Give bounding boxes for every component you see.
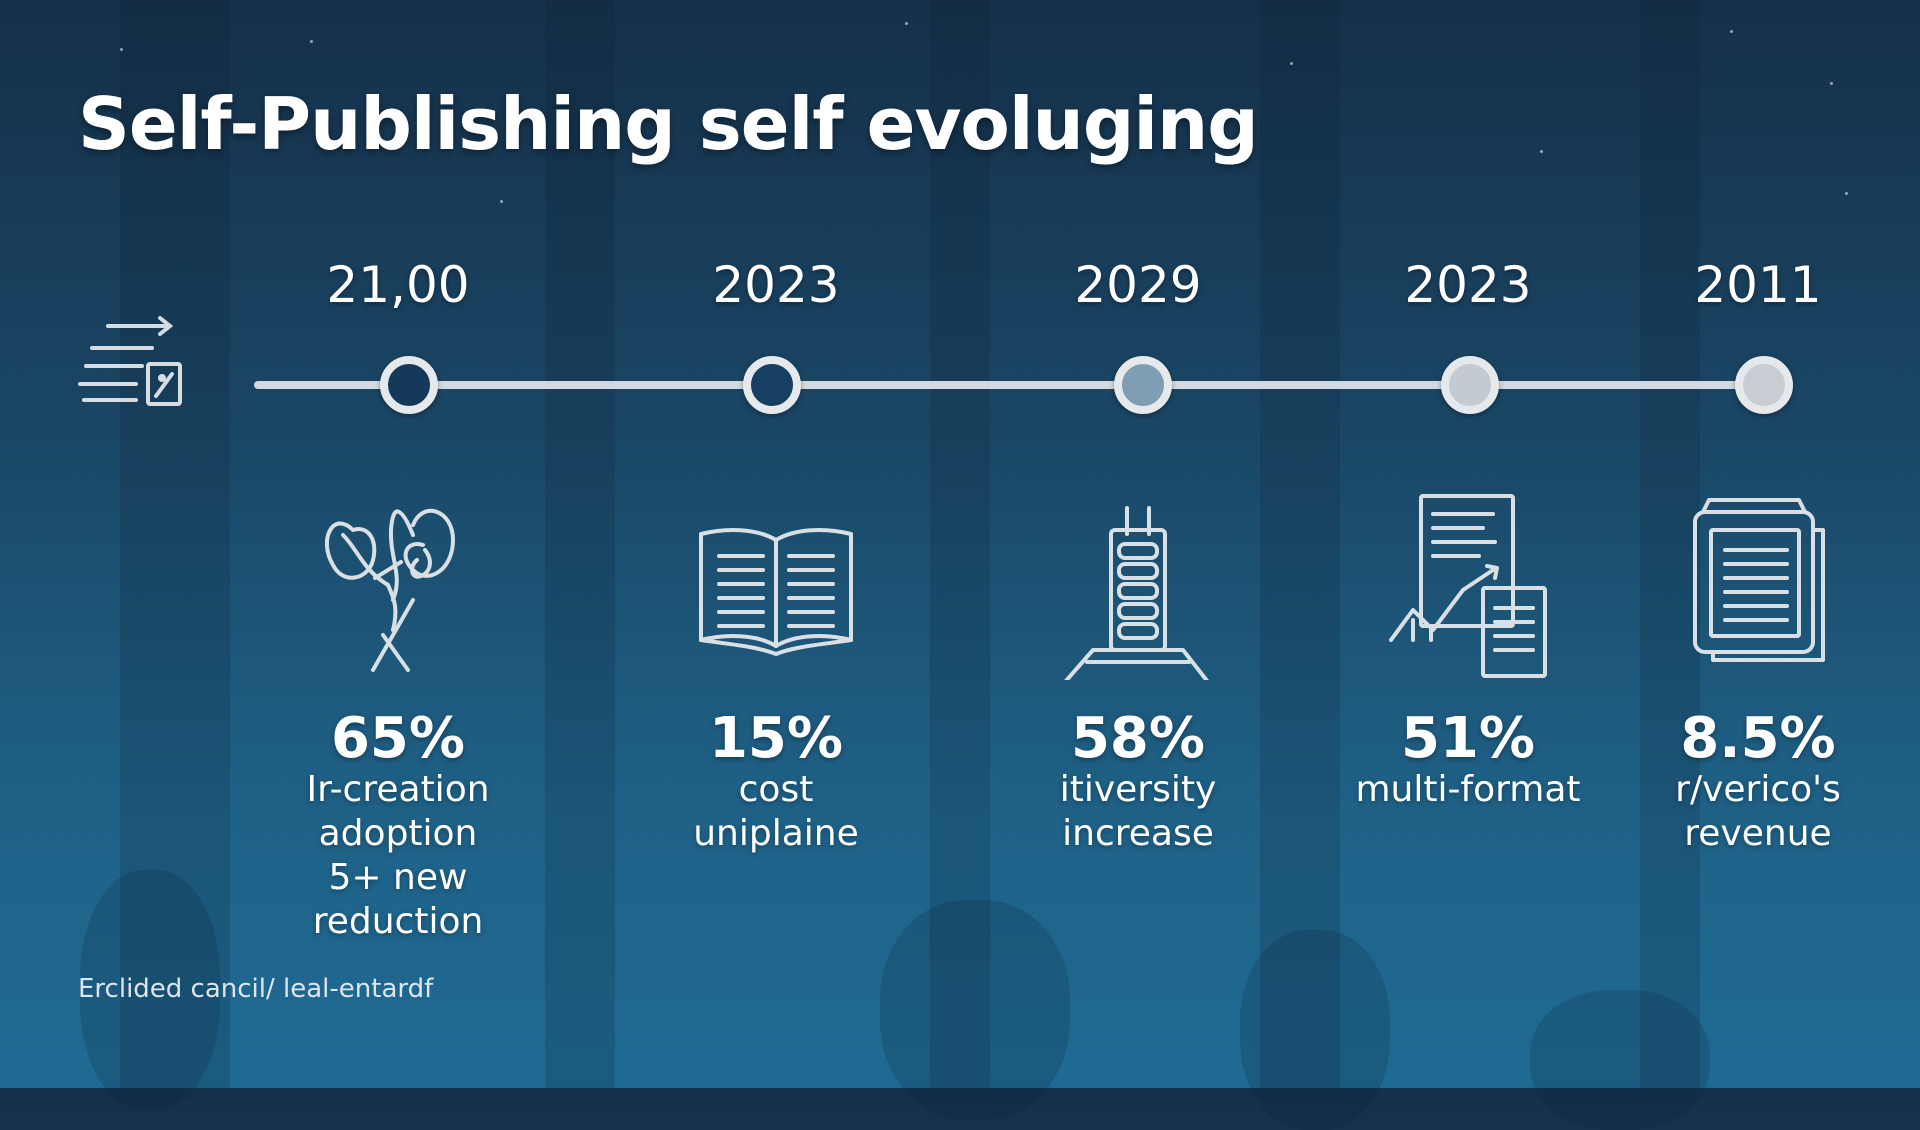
timeline-node [1441, 356, 1499, 414]
star [500, 200, 503, 203]
description-line: cost [738, 769, 814, 810]
background-column [1640, 0, 1700, 1088]
star [1540, 150, 1543, 153]
milestone-year: 21,00 [326, 256, 470, 314]
milestone-description: itiversity increase [1008, 768, 1268, 856]
sketch-doodle-icon [324, 508, 455, 672]
milestone-year: 2023 [1404, 256, 1532, 314]
milestone-description: cost uniplaine [646, 768, 906, 856]
milestone-year: 2023 [712, 256, 840, 314]
star [120, 48, 123, 51]
milestone-year: 2011 [1694, 256, 1822, 314]
description-line: itiversity [1059, 769, 1217, 810]
stacked-pages-icon [1693, 498, 1825, 662]
background-column [1260, 0, 1340, 1088]
milestone-percent: 58% [1070, 706, 1206, 771]
description-line: Ir-creation [306, 769, 490, 810]
description-line: uniplaine [693, 813, 859, 854]
background-silhouette [880, 900, 1070, 1120]
description-line: revenue [1684, 813, 1832, 854]
timeline-node [1735, 356, 1793, 414]
open-book-icon [699, 528, 853, 656]
star [1730, 30, 1733, 33]
milestone-percent: 65% [330, 706, 466, 771]
timeline-node [743, 356, 801, 414]
page-title: Self-Publishing self evoluging [78, 82, 1259, 166]
description-line: r/verico's [1675, 769, 1841, 810]
description-line: adoption [318, 813, 478, 854]
star [1290, 62, 1293, 65]
milestone-percent: 51% [1400, 706, 1536, 771]
milestone-description: Ir-creation adoption 5+ new reduction [268, 768, 528, 944]
background-column [545, 0, 615, 1088]
milestone-year: 2029 [1074, 256, 1202, 314]
printing-press-icon [1064, 506, 1209, 680]
timeline-list-icon [78, 316, 182, 406]
milestone-percent: 15% [708, 706, 844, 771]
description-line: increase [1062, 813, 1214, 854]
timeline-line [254, 381, 1792, 389]
background-column [120, 0, 230, 1088]
background-silhouette [1530, 990, 1710, 1130]
milestone-description: r/verico's revenue [1628, 768, 1888, 856]
background-silhouette [1240, 930, 1390, 1130]
description-line: 5+ new [328, 857, 468, 898]
star [1845, 192, 1848, 195]
description-line: reduction [312, 901, 484, 942]
document-chart-icon [1389, 494, 1547, 678]
description-line: multi-format [1355, 769, 1581, 810]
background-silhouette [80, 870, 220, 1110]
background-column [930, 0, 990, 1088]
star [310, 40, 313, 43]
milestone-percent: 8.5% [1680, 706, 1836, 771]
star [1830, 82, 1833, 85]
timeline-node [1114, 356, 1172, 414]
timeline-node [380, 356, 438, 414]
footer-note: Erclided cancil/ leal-entardf [78, 974, 434, 1004]
milestone-description: multi-format [1338, 768, 1598, 812]
star [905, 22, 908, 25]
